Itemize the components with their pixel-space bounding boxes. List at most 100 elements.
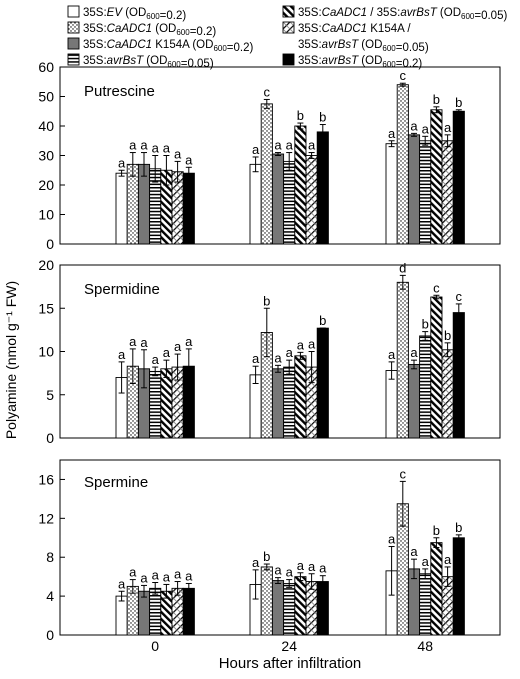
significance-letter: a (274, 138, 282, 153)
bar (385, 370, 398, 439)
y-tick-label: 0 (46, 236, 54, 252)
y-tick-label: 5 (46, 387, 54, 403)
significance-letter: b (433, 92, 440, 107)
significance-letter: a (252, 351, 260, 366)
significance-letter: b (422, 317, 429, 332)
y-tick-label: 0 (46, 627, 54, 643)
significance-letter: a (422, 121, 430, 136)
bar (283, 366, 296, 439)
significance-letter: a (129, 565, 137, 580)
legend-label: 35S:EV (OD600=0.2) (83, 7, 186, 22)
y-tick-label: 40 (38, 118, 54, 134)
significance-letter: b (319, 313, 326, 328)
bar (316, 131, 329, 245)
bar (182, 587, 195, 636)
bar (316, 327, 329, 439)
bar (419, 573, 432, 636)
significance-letter: a (185, 334, 193, 349)
bar (294, 125, 307, 245)
y-tick-label: 50 (38, 89, 54, 105)
legend-label: 35S:CaADC1 K154A (OD600=0.2) (83, 39, 253, 54)
legend-swatch (282, 53, 295, 66)
significance-letter: a (297, 337, 305, 352)
significance-letter: a (286, 565, 294, 580)
y-axis-label: Polyamine (nmol g⁻¹ FW) (3, 281, 19, 439)
legend-label: 35S:CaADC1 (OD600=0.2) (83, 23, 216, 38)
significance-letter: a (118, 576, 126, 591)
legend-swatch (67, 53, 80, 66)
significance-letter: a (286, 138, 294, 153)
bar (452, 110, 465, 245)
legend-item-co_adc: 35S:CaADC1 / 35S:avrBsT (OD600=0.05) (282, 5, 507, 22)
significance-letter: a (140, 138, 148, 153)
legend-item-avr005: 35S:avrBsT (OD600=0.05) (67, 53, 214, 70)
significance-letter: a (163, 345, 171, 360)
bar (407, 134, 421, 245)
significance-letter: a (388, 532, 396, 547)
legend-swatch (282, 21, 295, 34)
significance-letter: a (185, 568, 193, 583)
bar (441, 349, 454, 439)
significance-letter: b (455, 95, 462, 110)
significance-letter: b (319, 110, 326, 125)
bar (385, 143, 398, 245)
significance-letter: a (319, 561, 327, 576)
legend-swatch (67, 37, 80, 50)
significance-letter: b (444, 328, 451, 343)
significance-letter: a (308, 559, 316, 574)
legend-swatch (282, 5, 295, 18)
bar (137, 590, 151, 636)
significance-letter: a (252, 555, 260, 570)
y-tick-label: 30 (38, 148, 54, 164)
bar (419, 335, 432, 439)
legend-item-k154a: 35S:CaADC1 K154A (OD600=0.2) (67, 37, 253, 54)
significance-letter: a (174, 339, 182, 354)
bar (430, 109, 443, 245)
legend-swatch (67, 5, 80, 18)
x-axis-label: Hours after infiltration (219, 655, 362, 672)
bar (430, 296, 443, 439)
significance-letter: a (444, 552, 452, 567)
bar (396, 281, 409, 439)
bar (419, 140, 432, 245)
significance-letter: a (140, 570, 148, 585)
significance-letter: a (274, 350, 282, 365)
significance-letter: a (152, 141, 160, 156)
panel-title: Spermine (84, 474, 148, 491)
bar (294, 576, 307, 636)
significance-letter: a (129, 138, 137, 153)
bar (271, 368, 285, 439)
significance-letter: a (185, 152, 193, 167)
significance-letter: a (174, 146, 182, 161)
significance-letter: d (399, 260, 406, 275)
bar (149, 587, 162, 636)
x-tick-label: 48 (417, 638, 433, 654)
significance-letter: a (140, 335, 148, 350)
significance-letter: c (264, 84, 271, 99)
significance-letter: a (152, 568, 160, 583)
legend-label: 35S:CaADC1 K154A / (298, 23, 411, 35)
y-tick-label: 12 (38, 510, 54, 526)
significance-letter: a (152, 352, 160, 367)
significance-letter: b (263, 293, 270, 308)
y-tick-label: 10 (38, 207, 54, 223)
panel-title: Putrescine (84, 83, 155, 100)
bar (452, 537, 465, 636)
bar (305, 155, 318, 245)
y-tick-label: 10 (38, 344, 54, 360)
significance-letter: c (456, 289, 463, 304)
bar (441, 140, 454, 245)
significance-letter: a (308, 138, 316, 153)
significance-letter: a (163, 141, 171, 156)
bar (271, 580, 285, 636)
y-tick-label: 60 (38, 59, 54, 75)
bar (115, 595, 128, 636)
y-tick-label: 8 (46, 549, 54, 565)
bar (396, 84, 409, 245)
significance-letter: a (422, 554, 430, 569)
legend-item-co_k: 35S:CaADC1 K154A / 35S:avrBsT (OD600=0.05… (282, 21, 429, 54)
